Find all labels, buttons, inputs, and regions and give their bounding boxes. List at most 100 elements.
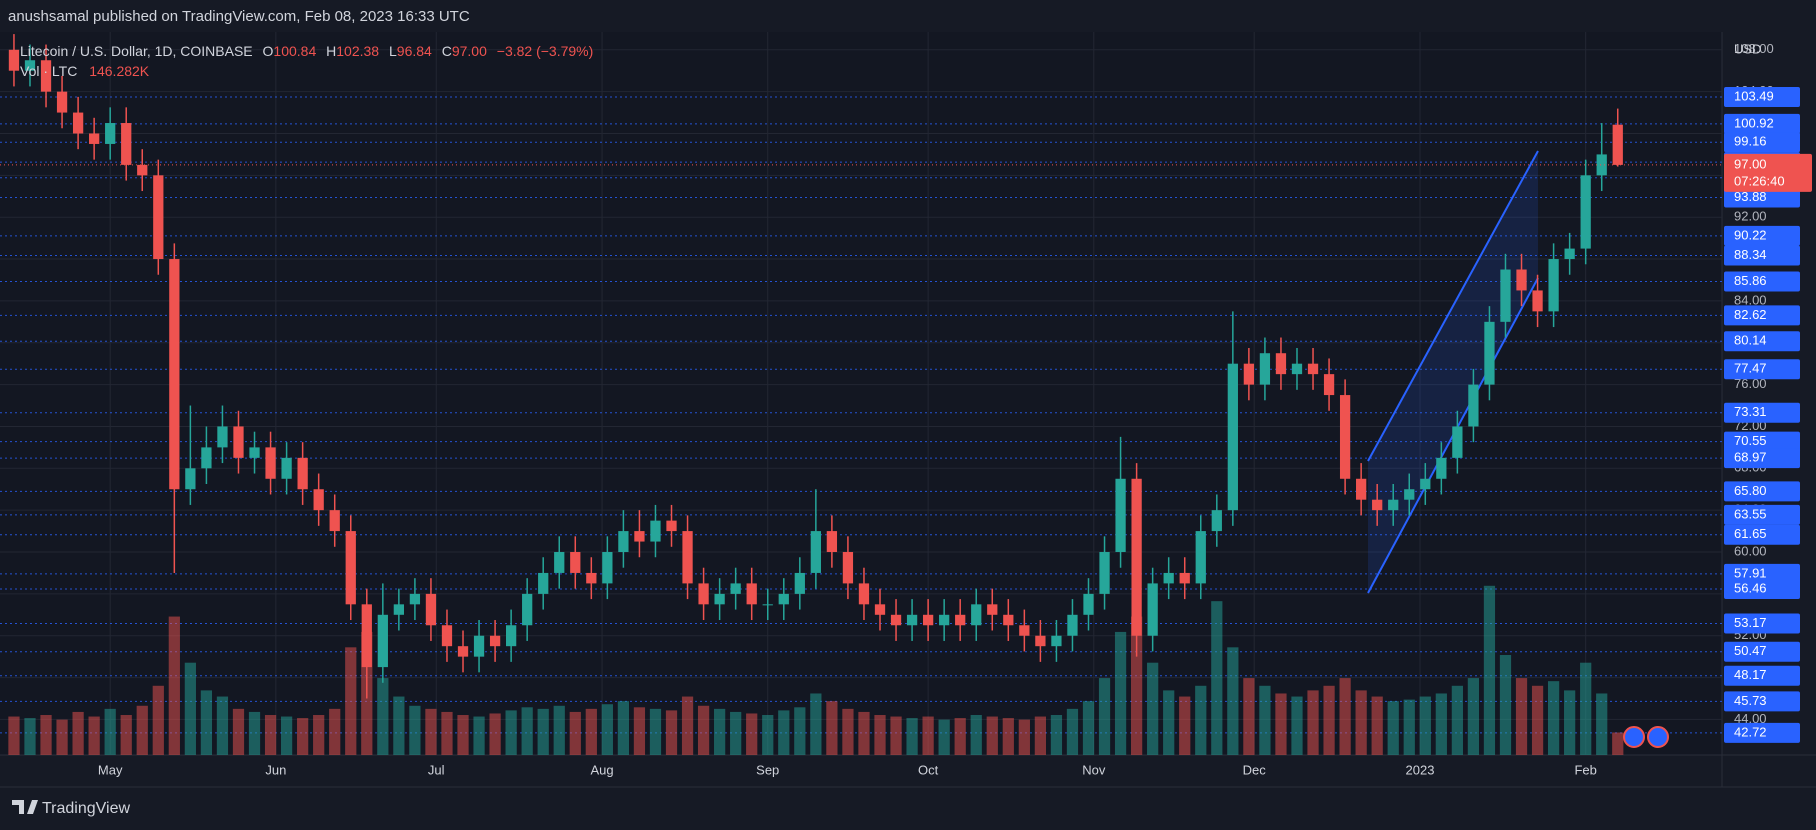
level-label: 48.17 [1734,667,1767,682]
volume-bar [1307,690,1319,755]
x-tick-label: Dec [1243,762,1267,777]
level-label: 100.92 [1734,115,1774,130]
volume-bar [553,705,565,755]
last-price-box [1724,153,1812,192]
level-box [1724,431,1800,452]
volume-bar [906,718,918,755]
volume-bar [1419,696,1431,755]
volume-bar [986,716,998,755]
x-tick-label: Aug [590,762,613,777]
level-box [1724,86,1800,107]
volume-bar [649,708,662,755]
candle-body [971,604,982,626]
level-box [1724,402,1800,423]
candle-body [217,426,228,448]
level-label: 57.91 [1734,565,1767,580]
x-tick-label: Jul [428,762,445,777]
volume-bar [248,711,261,755]
level-box [1724,524,1800,545]
volume-bar [874,715,886,755]
candle-body [698,583,709,605]
level-label: 61.65 [1734,526,1767,541]
volume-bar [1275,693,1287,755]
published-note: anushsamal published on TradingView.com,… [8,8,470,25]
volume-bar [505,710,517,755]
volume-bar [1114,631,1127,755]
candle-body [457,646,469,657]
candle-body [1372,499,1383,511]
volume-bar [1580,662,1592,755]
symbol: Litecoin / U.S. Dollar, 1D, COINBASE [20,43,253,59]
candle-body [1356,478,1367,500]
candle-body [489,635,501,647]
volume-bar [537,708,549,755]
volume-bar [232,708,245,755]
level-box [1724,132,1800,153]
brand-logo [12,800,38,814]
level-box [1724,665,1800,686]
level-label: 93.88 [1734,189,1767,204]
volume-bar [313,715,325,755]
candle-body [1083,593,1094,615]
candle-body [922,614,934,626]
volume-bar [1355,690,1367,755]
volume-bar [1515,678,1528,755]
candle-body [730,583,741,594]
event-flag [1647,726,1669,748]
level-label: 99.16 [1734,134,1767,149]
volume-bar [473,716,485,755]
candle-body [1275,353,1287,375]
volume-bar [264,715,277,755]
candle-body [1099,552,1110,594]
x-tick-label: May [98,762,123,777]
volume-bar [8,716,20,755]
volume-bar [762,715,774,755]
volume-bar [441,711,453,755]
candle-body [281,457,292,479]
candle-body [185,468,196,490]
volume-bar [280,716,293,755]
level-box [1724,245,1800,266]
volume-bar [216,696,229,755]
volume-bar [633,707,646,755]
candle-body [554,552,565,573]
volume-bar [521,707,533,755]
volume-bar [842,708,854,755]
candle-body [1259,353,1271,385]
candle-body [1003,614,1014,626]
x-tick-label: Oct [918,762,939,777]
level-box [1724,225,1800,246]
candle-body [201,447,212,469]
last-price-label: 97.00 [1734,156,1767,171]
level-box [1724,448,1800,469]
volume-bar [345,647,357,755]
level-box [1724,722,1800,743]
y-tick-label: 76.00 [1734,376,1767,391]
volume-bar [1291,696,1303,755]
volume-bar [1371,696,1383,755]
volume-bar [1596,693,1608,755]
volume-bar [826,701,838,755]
volume-bar [617,701,630,755]
candles [8,34,1623,699]
candle-body [810,531,821,573]
channel-fill [1368,151,1538,593]
volume-bar [1195,685,1207,755]
volume-bar [24,718,36,755]
volume-bar [810,693,822,755]
candle-body [522,593,533,626]
volume-bar [104,708,116,755]
x-tick-label: Jun [265,762,286,777]
volume-bar [120,715,132,755]
level-box [1724,271,1800,292]
candle-body [1468,384,1479,427]
volume-bar [890,716,902,755]
candle-body [890,614,902,626]
volume-bar [1531,685,1544,755]
candle-body [297,457,308,490]
candle-body [409,593,421,605]
level-box [1724,691,1800,712]
level-label: 90.22 [1734,227,1767,242]
volume-bar [1339,678,1351,755]
candle-body [56,91,68,113]
